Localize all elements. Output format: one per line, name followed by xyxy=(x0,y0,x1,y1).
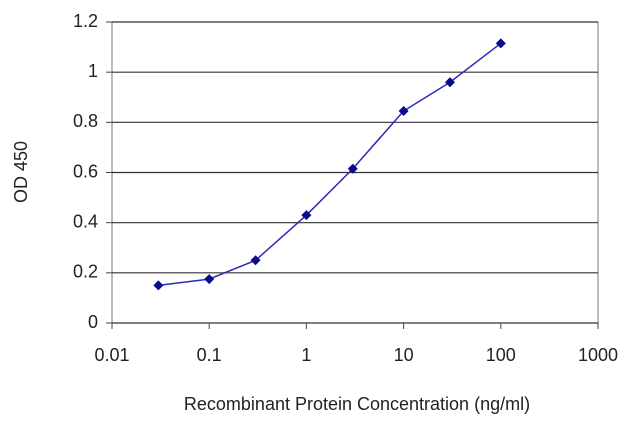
data-point xyxy=(301,210,312,221)
y-tick-label: 1.2 xyxy=(73,11,98,31)
x-tick-label: 1 xyxy=(301,345,311,365)
data-point xyxy=(347,163,358,174)
x-tick-label: 1000 xyxy=(578,345,618,365)
y-tick-label: 0.2 xyxy=(73,262,98,282)
y-axis-label: OD 450 xyxy=(11,141,31,203)
y-tick-label: 0.4 xyxy=(73,211,98,231)
data-point xyxy=(250,255,261,266)
x-tick-label: 10 xyxy=(394,345,414,365)
data-line xyxy=(158,42,502,287)
data-point xyxy=(495,38,506,49)
data-point xyxy=(444,77,455,88)
y-tick-label: 0 xyxy=(88,312,98,332)
data-point xyxy=(153,280,164,291)
data-point xyxy=(204,274,215,285)
x-tick-label: 0.1 xyxy=(197,345,222,365)
x-tick-label: 100 xyxy=(486,345,516,365)
y-tick-label: 0.8 xyxy=(73,111,98,131)
y-tick-label: 1 xyxy=(88,61,98,81)
x-tick-label: 0.01 xyxy=(94,345,129,365)
data-point xyxy=(398,106,409,117)
x-axis-label: Recombinant Protein Concentration (ng/ml… xyxy=(184,394,530,414)
y-tick-label: 0.6 xyxy=(73,161,98,181)
